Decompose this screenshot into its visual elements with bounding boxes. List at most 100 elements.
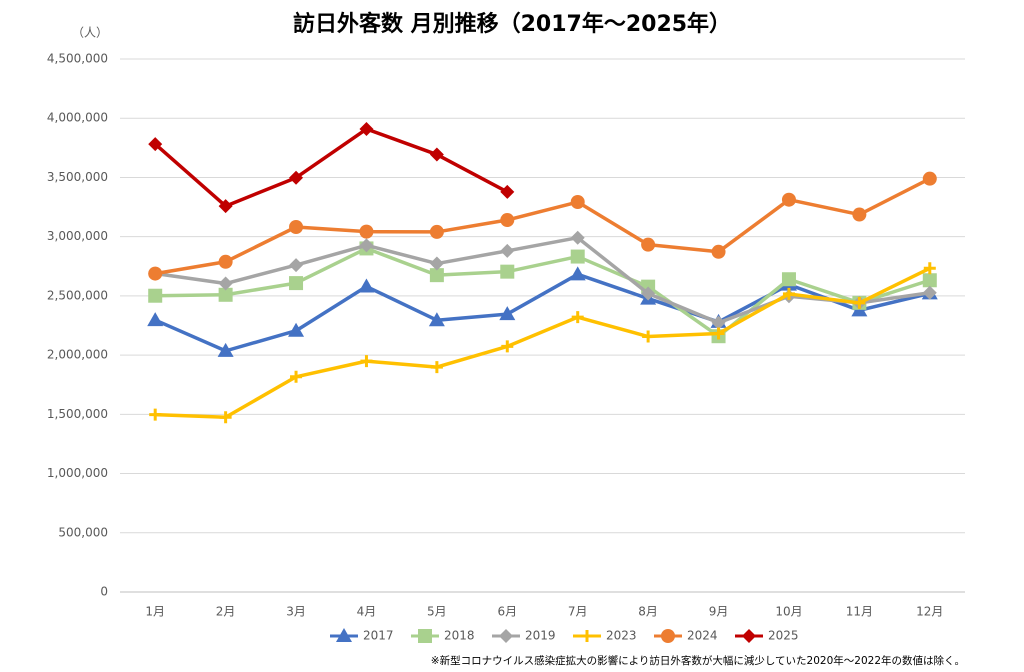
marker [219, 411, 232, 424]
marker [290, 370, 303, 383]
legend-label: 2024 [687, 629, 718, 643]
marker [500, 213, 515, 228]
marker [429, 256, 444, 271]
marker [641, 237, 656, 252]
marker [711, 315, 726, 330]
legend-label: 2025 [768, 629, 799, 643]
marker [499, 306, 516, 321]
marker [923, 262, 936, 275]
marker [218, 276, 233, 291]
marker [500, 243, 515, 258]
marker [359, 122, 374, 137]
y-tick-label: 4,500,000 [47, 52, 108, 66]
marker [569, 266, 586, 281]
legend-marker [336, 628, 352, 642]
marker [642, 330, 655, 343]
y-tick-label: 2,500,000 [47, 288, 108, 302]
marker [148, 288, 163, 303]
marker [922, 285, 937, 300]
marker [289, 258, 304, 273]
x-tick-label: 8月 [638, 605, 658, 619]
legend-marker [418, 629, 432, 643]
x-tick-label: 10月 [775, 605, 802, 619]
marker [289, 170, 304, 185]
marker [218, 254, 233, 269]
x-tick-label: 6月 [497, 605, 517, 619]
y-tick-label: 500,000 [58, 525, 108, 539]
legend-marker [661, 629, 675, 643]
marker [781, 272, 796, 287]
y-tick-label: 1,000,000 [47, 466, 108, 480]
series [149, 262, 936, 424]
x-tick-label: 2月 [216, 605, 236, 619]
marker [429, 147, 444, 162]
series-line [155, 246, 931, 338]
marker [218, 199, 233, 214]
legend-label: 2023 [606, 629, 637, 643]
chart-title: 訪日外客数 月別推移（2017年～2025年） [293, 11, 731, 37]
marker [218, 287, 233, 302]
y-unit: （人） [72, 26, 108, 40]
y-tick-label: 0 [100, 585, 108, 599]
marker [147, 312, 164, 327]
series-line [154, 272, 931, 353]
footnote: ※新型コロナウイルス感染症拡大の影響により訪日外客数が大幅に減少していた2020… [431, 654, 965, 667]
marker [428, 312, 445, 327]
marker [853, 296, 866, 309]
y-tick-label: 1,500,000 [47, 407, 108, 421]
marker [922, 273, 937, 288]
marker [430, 361, 443, 374]
x-tick-label: 5月 [427, 605, 447, 619]
marker [641, 286, 656, 301]
marker [571, 311, 584, 324]
marker [289, 220, 304, 235]
y-tick-label: 2,000,000 [47, 348, 108, 362]
marker [217, 342, 234, 357]
marker [358, 278, 375, 293]
marker [570, 195, 585, 210]
series [148, 171, 937, 281]
marker [500, 264, 515, 279]
x-tick-label: 11月 [846, 605, 873, 619]
series-line [154, 177, 931, 276]
legend-label: 2017 [363, 629, 394, 643]
marker [359, 238, 374, 253]
marker [500, 184, 515, 199]
marker [148, 266, 163, 281]
marker [148, 137, 163, 152]
marker [782, 287, 795, 300]
legend-marker [581, 630, 593, 642]
legend-label: 2019 [525, 629, 556, 643]
x-tick-label: 3月 [286, 605, 306, 619]
marker [288, 322, 305, 337]
y-tick-label: 3,500,000 [47, 170, 108, 184]
legend-marker [499, 629, 513, 643]
marker [360, 355, 373, 368]
y-tick-label: 4,000,000 [47, 111, 108, 125]
marker [501, 340, 514, 353]
series [148, 230, 937, 330]
marker [570, 249, 585, 264]
marker [781, 192, 796, 207]
series-line [155, 266, 931, 419]
series-line [154, 127, 509, 208]
marker [149, 408, 162, 421]
marker [289, 276, 304, 291]
marker [712, 327, 725, 340]
series-line [154, 235, 931, 325]
marker [570, 230, 585, 245]
legend-label: 2018 [444, 629, 475, 643]
marker [359, 224, 374, 239]
x-tick-label: 1月 [145, 605, 165, 619]
x-tick-label: 4月 [357, 605, 377, 619]
marker [429, 268, 444, 283]
x-tick-label: 9月 [709, 605, 729, 619]
x-tick-label: 12月 [916, 605, 943, 619]
marker [852, 207, 867, 222]
marker [429, 224, 444, 239]
y-tick-label: 3,000,000 [47, 229, 108, 243]
x-tick-label: 7月 [568, 605, 588, 619]
marker [922, 171, 937, 186]
series [147, 266, 938, 357]
